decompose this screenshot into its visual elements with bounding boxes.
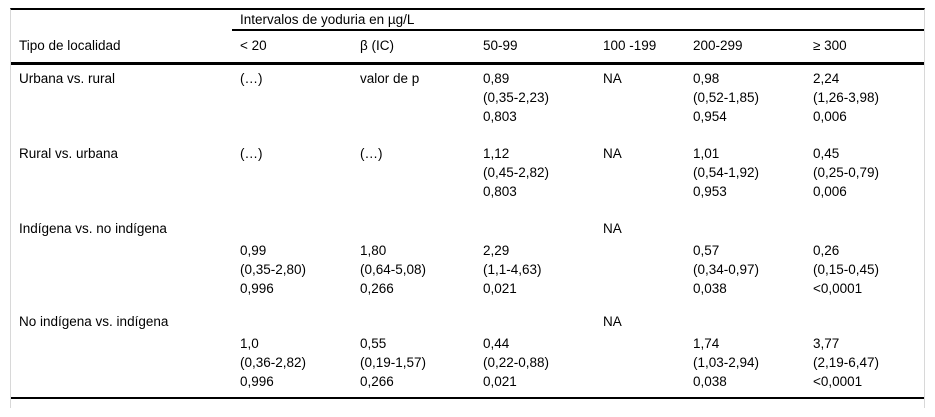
- cell-200-299: 0,57 (0,34-0,97) 0,038: [693, 243, 760, 296]
- yoduria-stats-table: Intervalos de yoduria en µg/L Tipo de lo…: [11, 10, 925, 397]
- cell-50-99: 0,89 (0,35-2,23) 0,803: [483, 71, 550, 124]
- col-header-200-299: 200-299: [685, 30, 805, 65]
- cell-100-199: NA: [603, 71, 622, 86]
- table-row-indigena-values: 0,99 (0,35-2,80) 0,996 1,80 (0,64-5,08) …: [11, 238, 924, 308]
- table-row-no-indigena-values: 1,0 (0,36-2,82) 0,996 0,55 (0,19-1,57) 0…: [11, 331, 924, 397]
- cell-gte300: 3,77 (2,19-6,47) <0,0001: [813, 336, 880, 389]
- table-row-indigena-label: Indígena vs. no indígena NA: [11, 215, 924, 238]
- cell-50-99: 1,12 (0,45-2,82) 0,803: [483, 146, 550, 199]
- cell-100-199: NA: [603, 314, 622, 329]
- cell-beta-ic: valor de p: [360, 71, 420, 86]
- row-label: No indígena vs. indígena: [19, 314, 169, 329]
- cell-100-199: [595, 331, 685, 397]
- cell-50-99: 0,44 (0,22-0,88) 0,021: [483, 336, 550, 389]
- cell-100-199: NA: [603, 146, 622, 161]
- cell-beta-ic: 0,55 (0,19-1,57) 0,266: [360, 336, 427, 389]
- cell-gte300: 2,24 (1,26-3,98) 0,006: [813, 71, 880, 124]
- spanner-empty-cell: [11, 10, 232, 30]
- cell-50-99: 2,29 (1,1-4,63) 0,021: [483, 243, 542, 296]
- row-label: Indígena vs. no indígena: [19, 221, 167, 236]
- cell-beta-ic: 1,80 (0,64-5,08) 0,266: [360, 243, 427, 296]
- table-row-urbana-vs-rural: Urbana vs. rural (…) valor de p 0,89 (0,…: [11, 64, 924, 141]
- cell-100-199: NA: [603, 221, 622, 236]
- column-header-row: Tipo de localidad < 20 β (IC) 50-99 100 …: [11, 30, 925, 65]
- col-header-tipo-localidad: Tipo de localidad: [11, 30, 232, 65]
- col-header-100-199: 100 -199: [595, 30, 685, 65]
- row-label: Rural vs. urbana: [19, 146, 119, 161]
- cell-100-199: [595, 238, 685, 308]
- cell-lt20: (…): [240, 71, 263, 86]
- table-frame: Intervalos de yoduria en µg/L Tipo de lo…: [10, 8, 925, 408]
- cell-200-299: 1,74 (1,03-2,94) 0,038: [693, 336, 760, 389]
- row-label: Urbana vs. rural: [19, 71, 116, 86]
- spanner-title: Intervalos de yoduria en µg/L: [232, 10, 925, 31]
- cell-lt20: (…): [240, 146, 263, 161]
- cell-lt20: 0,99 (0,35-2,80) 0,996: [240, 243, 307, 296]
- cell-gte300: 0,26 (0,15-0,45) <0,0001: [813, 243, 880, 296]
- col-header-gte300: ≥ 300: [805, 30, 925, 65]
- table-row-no-indigena-label: No indígena vs. indígena NA: [11, 308, 924, 331]
- spanner-row: Intervalos de yoduria en µg/L: [11, 10, 925, 31]
- cell-200-299: 1,01 (0,54-1,92) 0,953: [693, 146, 760, 199]
- col-header-lt20: < 20: [232, 30, 352, 65]
- cell-gte300: 0,45 (0,25-0,79) 0,006: [813, 146, 880, 199]
- col-header-50-99: 50-99: [475, 30, 595, 65]
- cell-beta-ic: (…): [360, 146, 383, 161]
- table-bottom-rule: [11, 397, 924, 399]
- cell-200-299: 0,98 (0,52-1,85) 0,954: [693, 71, 760, 124]
- table-row-rural-vs-urbana: Rural vs. urbana (…) (…) 1,12 (0,45-2,82…: [11, 140, 924, 215]
- cell-lt20: 1,0 (0,36-2,82) 0,996: [240, 336, 307, 389]
- col-header-beta-ic: β (IC): [352, 30, 475, 65]
